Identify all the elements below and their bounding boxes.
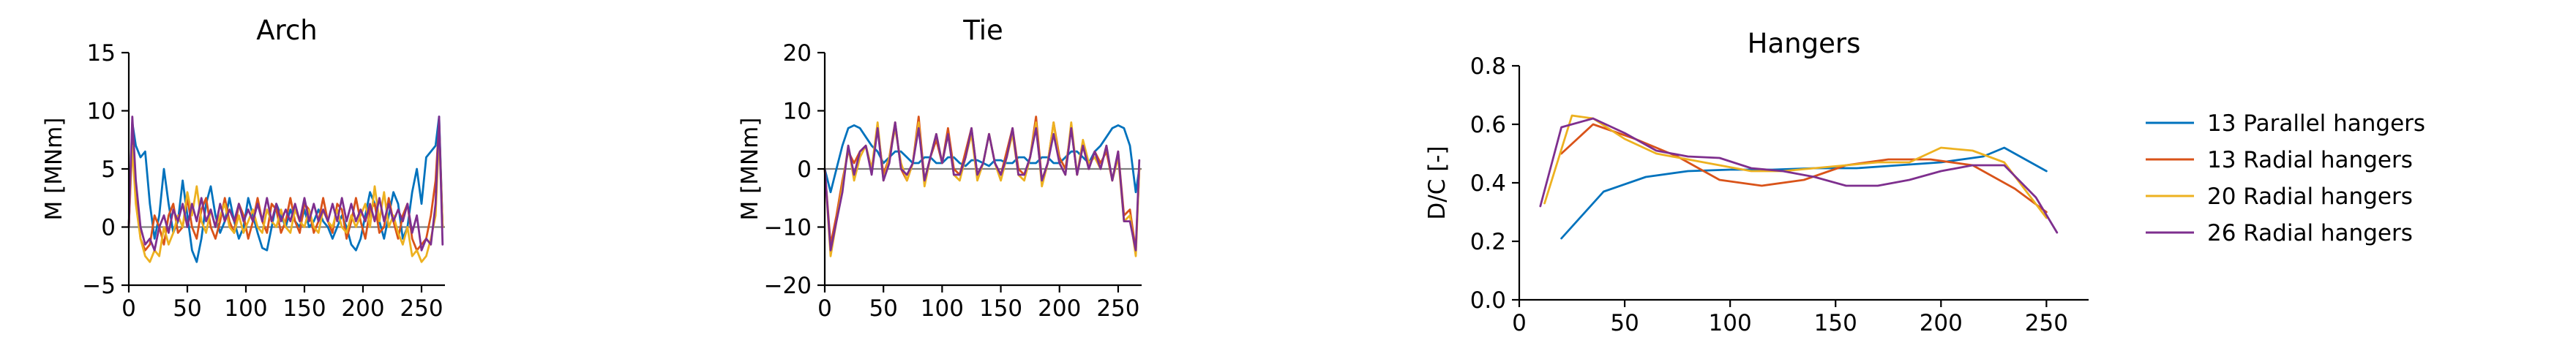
y-axis-label: D/C [-]	[1424, 146, 1450, 219]
legend-entry: 20 Radial hangers	[2146, 184, 2413, 210]
legend-entry: 26 Radial hangers	[2146, 220, 2413, 246]
y-tick-label: 20	[783, 40, 812, 67]
y-axis-label: M [MNm]	[41, 118, 67, 221]
y-tick-label: 0.0	[1470, 287, 1506, 314]
series-line-20-radial-hangers	[823, 121, 1141, 257]
legend-entry: 13 Parallel hangers	[2146, 110, 2425, 137]
legend-label: 20 Radial hangers	[2207, 184, 2413, 210]
legend-entry: 13 Radial hangers	[2146, 147, 2413, 173]
series-line-13-radial-hangers	[127, 121, 444, 252]
y-tick-label: 5	[101, 156, 116, 183]
y-tick-label: −20	[764, 273, 812, 299]
x-tick-label: 200	[341, 295, 384, 322]
x-tick-label: 0	[1512, 310, 1527, 336]
y-tick-label: 0.2	[1470, 229, 1506, 255]
x-tick-label: 100	[224, 295, 267, 322]
chart-legend: 13 Parallel hangers 13 Radial hangers 20 R…	[2146, 110, 2425, 246]
series-line-26-radial-hangers	[1539, 117, 2059, 234]
legend-label: 13 Radial hangers	[2207, 147, 2413, 173]
x-tick-label: 50	[1610, 310, 1639, 336]
legend-label: 13 Parallel hangers	[2207, 110, 2425, 137]
y-tick-label: 0	[101, 215, 116, 241]
x-tick-label: 50	[869, 295, 897, 322]
chart-title: Tie	[962, 15, 1003, 46]
series-line-26-radial-hangers	[823, 121, 1141, 252]
y-tick-label: 10	[783, 99, 812, 125]
y-tick-label: 10	[87, 99, 116, 125]
x-tick-label: 250	[2025, 310, 2068, 336]
legend-label: 26 Radial hangers	[2207, 220, 2413, 246]
y-tick-label: 0.8	[1470, 53, 1506, 80]
x-tick-label: 250	[400, 295, 443, 322]
y-tick-label: −10	[764, 215, 812, 241]
x-tick-label: 250	[1096, 295, 1139, 322]
series-line-13-parallel-hangers	[1560, 146, 2048, 240]
x-tick-label: 100	[921, 295, 964, 322]
x-tick-label: 0	[817, 295, 832, 322]
x-tick-label: 200	[1038, 295, 1081, 322]
x-tick-label: 150	[979, 295, 1022, 322]
y-tick-label: −5	[82, 273, 116, 299]
series-line-13-radial-hangers	[823, 116, 1141, 252]
series-line-26-radial-hangers	[127, 116, 444, 252]
chart-title: Hangers	[1748, 28, 1861, 59]
y-tick-label: 0	[797, 156, 812, 183]
series-line-13-parallel-hangers	[127, 116, 444, 263]
x-tick-label: 50	[173, 295, 201, 322]
y-axis-label: M [MNm]	[737, 118, 763, 221]
chart-panel-hangers: Hangers 0 50 100 150 200 250 0.0 0.2 0.4 0.6 0.8 D/C…	[1424, 28, 2089, 336]
x-tick-label: 0	[121, 295, 136, 322]
x-tick-label: 200	[1920, 310, 1963, 336]
y-tick-label: 15	[87, 40, 116, 67]
y-tick-label: 0.4	[1470, 170, 1506, 197]
chart-title: Arch	[256, 15, 318, 46]
chart-panel-tie: Tie 0 50 100 150 200 250 −20 −10 0 10 20 M [MNm]	[737, 15, 1142, 322]
x-tick-label: 150	[282, 295, 326, 322]
x-tick-label: 150	[1814, 310, 1857, 336]
x-tick-label: 100	[1709, 310, 1752, 336]
y-tick-label: 0.6	[1470, 112, 1506, 138]
